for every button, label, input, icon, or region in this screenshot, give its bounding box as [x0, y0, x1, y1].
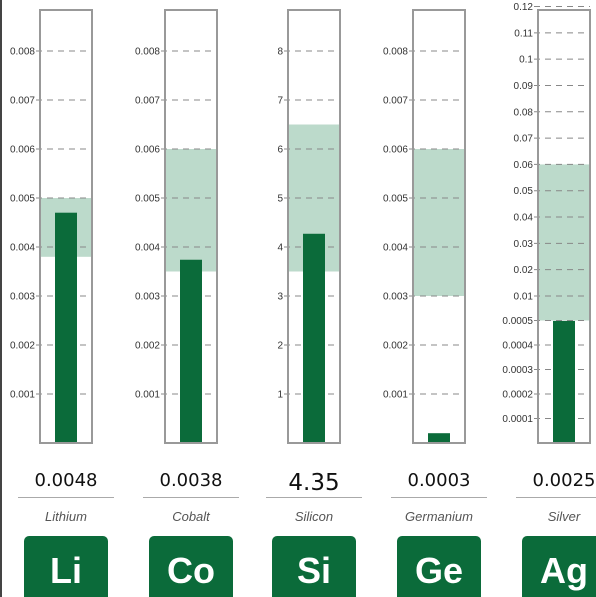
lithium-tick-label: 0.003 — [10, 292, 35, 303]
silicon-tick-label: 5 — [277, 194, 283, 205]
silicon-tick-label: 1 — [277, 390, 283, 401]
silver-tick-label: 0.03 — [514, 239, 534, 250]
germanium-tick-label: 0.006 — [383, 145, 408, 156]
lithium-name: Lithium — [45, 509, 87, 524]
germanium-tick-label: 0.004 — [383, 243, 408, 254]
lithium-bar — [55, 213, 77, 443]
silver-tick-label: 0.0003 — [502, 365, 533, 376]
cobalt-tick-label: 0.002 — [135, 341, 160, 352]
germanium-range-band — [413, 149, 465, 296]
cobalt-tick-label: 0.007 — [135, 96, 160, 107]
silver-tick-label: 0.0002 — [502, 390, 533, 401]
lithium-tick-label: 0.002 — [10, 341, 35, 352]
lithium-symbol: Li — [50, 550, 82, 591]
silver-tick-label: 0.02 — [514, 265, 534, 276]
silver-symbol: Ag — [540, 550, 588, 591]
cobalt-tick-label: 0.003 — [135, 292, 160, 303]
germanium-tick-label: 0.001 — [383, 390, 408, 401]
germanium-name: Germanium — [405, 509, 473, 524]
lithium-value-label: 0.0048 — [35, 470, 98, 491]
germanium-tick-label: 0.005 — [383, 194, 408, 205]
cobalt-range-band — [165, 149, 217, 272]
silver-tick-label: 0.0004 — [502, 341, 533, 352]
silver-tick-label: 0.11 — [514, 28, 533, 39]
silicon-tick-label: 4 — [277, 243, 283, 254]
germanium-value-label: 0.0003 — [408, 470, 471, 491]
cobalt-tick-label: 0.008 — [135, 47, 160, 58]
silver-name: Silver — [548, 509, 581, 524]
germanium-tick-label: 0.007 — [383, 96, 408, 107]
silicon-bar — [303, 234, 325, 443]
lithium-tick-label: 0.005 — [10, 194, 35, 205]
silver-value-label: 0.0025 — [533, 470, 596, 491]
germanium-bar — [428, 433, 450, 443]
lithium-tick-label: 0.007 — [10, 96, 35, 107]
silicon-tick-label: 2 — [277, 341, 283, 352]
cobalt-tick-label: 0.005 — [135, 194, 160, 205]
silver-tick-label: 0.07 — [514, 134, 534, 145]
germanium-tick-label: 0.008 — [383, 47, 408, 58]
silver-tick-label: 0.12 — [514, 2, 534, 13]
cobalt-name: Cobalt — [172, 509, 211, 524]
cobalt-tick-label: 0.006 — [135, 145, 160, 156]
silver-tick-label: 0.06 — [514, 160, 534, 171]
silicon-symbol: Si — [297, 550, 331, 591]
lithium-tick-label: 0.001 — [10, 390, 35, 401]
silver-tick-label: 0.05 — [514, 186, 534, 197]
silver-bar — [553, 321, 575, 443]
germanium-tick-label: 0.003 — [383, 292, 408, 303]
silver-tick-label: 0.04 — [514, 213, 534, 224]
cobalt-tick-label: 0.004 — [135, 243, 160, 254]
silver-tick-label: 0.0001 — [502, 414, 533, 425]
silver-tick-label: 0.09 — [514, 81, 534, 92]
silicon-name: Silicon — [295, 509, 333, 524]
silver-tick-label: 0.0005 — [502, 316, 533, 327]
silicon-tick-label: 6 — [277, 145, 283, 156]
cobalt-tick-label: 0.001 — [135, 390, 160, 401]
silicon-tick-label: 7 — [277, 96, 283, 107]
silver-range-band — [538, 164, 590, 320]
silver-tick-label: 0.1 — [519, 55, 533, 66]
silver-tick-label: 0.01 — [514, 292, 534, 303]
silicon-tick-label: 8 — [277, 47, 283, 58]
lithium-tick-label: 0.008 — [10, 47, 35, 58]
silicon-tick-label: 3 — [277, 292, 283, 303]
lithium-tick-label: 0.004 — [10, 243, 35, 254]
cobalt-bar — [180, 260, 202, 443]
cobalt-symbol: Co — [167, 550, 215, 591]
germanium-symbol: Ge — [415, 550, 463, 591]
cobalt-value-label: 0.0038 — [160, 470, 223, 491]
silicon-value-label: 4.35 — [288, 470, 339, 496]
silver-tick-label: 0.08 — [514, 107, 534, 118]
lithium-tick-label: 0.006 — [10, 145, 35, 156]
germanium-tick-label: 0.002 — [383, 341, 408, 352]
